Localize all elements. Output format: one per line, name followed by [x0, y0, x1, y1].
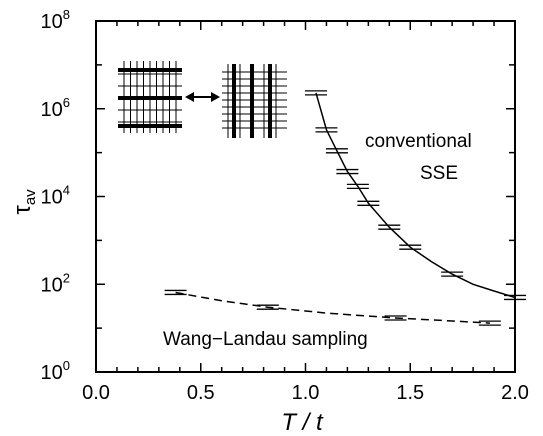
y-tick-label: 102 — [41, 270, 70, 296]
y-tick-label: 104 — [41, 183, 70, 209]
x-axis-label: T / t — [281, 409, 324, 436]
data-point-sse — [325, 148, 348, 154]
data-point-sse — [336, 168, 359, 175]
data-point-sse — [357, 200, 380, 206]
data-point-sse — [304, 90, 327, 96]
x-tick-label: 0.0 — [82, 382, 110, 404]
curves — [175, 92, 516, 324]
data-point-sse — [441, 271, 464, 277]
annotation-sse-line2: SSE — [420, 163, 458, 184]
series-line-conventional-sse — [315, 92, 516, 299]
arrow-head-right — [211, 92, 220, 102]
x-tick-label: 1.0 — [292, 382, 320, 404]
y-tick-label: 106 — [41, 95, 70, 121]
series-line-wang-landau — [175, 291, 490, 324]
axis-ticks: 0.0 0.5 1.0 1.5 2.0 100 102 104 106 108 — [41, 7, 529, 404]
arrow-head-left — [185, 92, 194, 102]
data-point-sse — [346, 183, 369, 190]
x-tick-label: 0.5 — [187, 382, 215, 404]
y-axis-label-sub: av — [22, 189, 39, 205]
data-point-wang-landau — [478, 320, 501, 326]
y-axis-label-main: τ — [9, 205, 36, 215]
data-point-sse — [399, 244, 422, 250]
y-axis-label: τav — [9, 189, 39, 215]
data-point-wang-landau — [384, 315, 407, 321]
error-bar-markers — [164, 90, 526, 326]
annotation-sse-line1: conventional — [365, 131, 472, 152]
annotation-wang-landau: Wang−Landau sampling — [163, 329, 368, 350]
y-tick-label: 108 — [41, 7, 70, 33]
data-point-sse — [378, 224, 401, 230]
x-tick-label: 2.0 — [501, 382, 529, 404]
data-point-sse — [315, 127, 338, 133]
svg-text:τav: τav — [9, 189, 39, 215]
lattice-inset-diagram — [118, 61, 287, 138]
y-tick-label: 100 — [41, 358, 70, 384]
x-tick-label: 1.5 — [396, 382, 424, 404]
data-point-wang-landau — [256, 304, 279, 310]
data-point-wang-landau — [164, 289, 187, 296]
